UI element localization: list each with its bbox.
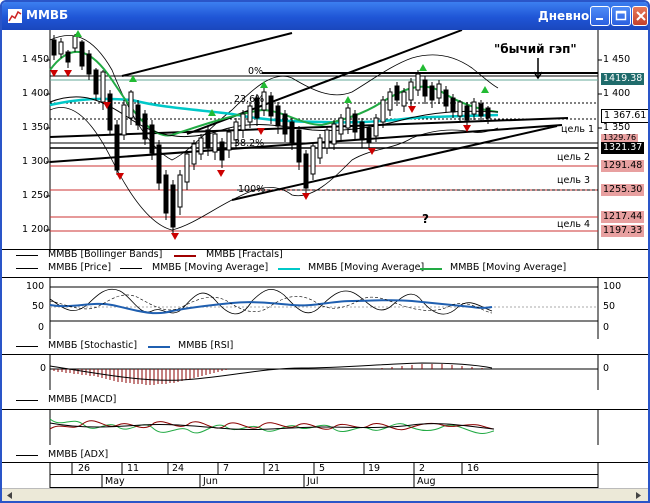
price-box-current: 1 367.61	[601, 109, 648, 123]
legend-item: ММВБ [Stochastic]	[48, 340, 138, 351]
legend-swatch	[16, 346, 38, 347]
maximize-icon	[615, 10, 627, 21]
price-box: 1321.37	[601, 142, 645, 154]
minimize-button[interactable]	[590, 6, 610, 26]
day-label: 19	[368, 463, 381, 474]
day-label: 16	[467, 463, 480, 474]
legend-item: ММВБ [Moving Average]	[152, 262, 269, 273]
osc-tick-left: 0	[38, 322, 45, 333]
fractal-up-markers	[74, 30, 489, 116]
day-label: 5	[319, 463, 326, 474]
price-tick: 1 300	[22, 156, 50, 167]
fractal-down-markers	[50, 70, 471, 240]
legend-swatch	[420, 268, 442, 270]
price-tick: 1 400	[22, 88, 50, 99]
price-candles	[51, 34, 491, 235]
target-3-label: цель 3	[557, 175, 591, 186]
legend-swatch	[174, 255, 196, 257]
stochastic-rsi-panel[interactable]	[2, 277, 648, 339]
legend-swatch	[120, 268, 142, 269]
price-box: 1329.76	[601, 133, 639, 142]
adx-panel[interactable]	[2, 409, 648, 445]
legend-swatch	[278, 268, 300, 270]
fib-level-236: 23.6%	[234, 94, 265, 105]
macd-panel[interactable]	[2, 354, 648, 390]
maximize-button[interactable]	[611, 6, 631, 26]
price-tick-right: 1 350	[603, 122, 631, 133]
price-chart[interactable]	[2, 30, 648, 250]
period-label: Дневной	[538, 9, 598, 23]
scroll-right-icon[interactable]	[634, 491, 643, 500]
legend-item: ММВБ [MACD]	[48, 394, 117, 405]
time-axis	[2, 462, 648, 488]
price-tick: 1 250	[22, 190, 50, 201]
legend-swatch	[16, 255, 38, 256]
osc-tick-left: 100	[26, 281, 45, 292]
price-tick: 1 350	[22, 122, 50, 133]
target-1-label: цель 1	[561, 124, 595, 135]
osc-tick-right: 100	[603, 281, 622, 292]
target-2-label: цель 2	[557, 152, 591, 163]
bullish-gap-label: "бычий гэп"	[494, 42, 577, 56]
day-label: 7	[223, 463, 230, 474]
gap-arrow	[533, 58, 543, 80]
chart-app-icon	[8, 9, 22, 23]
fib-level-382: 38.2%	[234, 138, 265, 149]
day-label: 2	[419, 463, 426, 474]
osc-tick-left: 50	[32, 301, 45, 312]
price-tick: 1 200	[22, 224, 50, 235]
close-button[interactable]	[632, 6, 648, 26]
price-box: 1217.44	[601, 211, 645, 223]
price-box: 1291.48	[601, 160, 645, 172]
price-box: 1197.33	[601, 225, 645, 237]
legend-item: ММВБ [ADX]	[48, 449, 109, 460]
legend-item: ММВБ [Moving Average]	[308, 262, 425, 273]
price-tick-right: 1 450	[603, 54, 631, 65]
legend-item: ММВБ [Price]	[48, 262, 112, 273]
title-bar[interactable]: ММВБ Дневной	[2, 2, 648, 30]
month-label: May	[105, 476, 125, 487]
close-icon	[636, 11, 646, 21]
fib-level-0: 0%	[248, 66, 264, 77]
target-4-label: цель 4	[557, 219, 591, 230]
legend-swatch	[16, 400, 38, 401]
price-box: 1255.30	[601, 184, 645, 196]
legend-item: ММВБ [RSI]	[178, 340, 234, 351]
fib-level-100: 100%	[238, 184, 266, 195]
legend-swatch	[16, 268, 38, 269]
question-mark: ?	[422, 212, 429, 226]
macd-tick-right: 0	[603, 363, 610, 374]
month-label: Jul	[307, 476, 319, 487]
price-tick: 1 450	[22, 54, 50, 65]
legend-swatch	[148, 346, 170, 348]
month-label: Jun	[203, 476, 218, 487]
day-label: 26	[78, 463, 91, 474]
legend-swatch	[16, 455, 38, 456]
price-box-last-close: 1419.38	[601, 73, 645, 85]
legend-item: ММВБ [Bollinger Bands]	[48, 249, 163, 260]
macd-tick-left: 0	[40, 363, 47, 374]
day-label: 11	[127, 463, 140, 474]
month-label: Aug	[417, 476, 436, 487]
price-tick-right: 1 400	[603, 88, 631, 99]
osc-tick-right: 0	[603, 322, 610, 333]
scroll-left-icon[interactable]	[5, 491, 14, 500]
minimize-icon	[596, 18, 603, 20]
day-label: 21	[268, 463, 281, 474]
window-title: ММВБ	[26, 8, 69, 22]
day-label: 24	[172, 463, 185, 474]
osc-tick-right: 50	[603, 301, 616, 312]
horizontal-scrollbar[interactable]	[2, 488, 648, 501]
legend-item: ММВБ [Fractals]	[206, 249, 283, 260]
legend-item: ММВБ [Moving Average]	[450, 262, 567, 273]
